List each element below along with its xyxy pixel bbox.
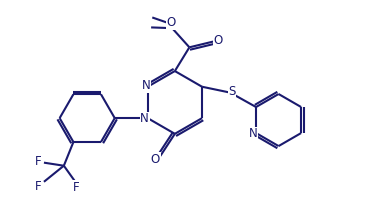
Text: F: F (73, 181, 80, 194)
Text: O: O (214, 34, 223, 47)
Text: F: F (35, 180, 42, 193)
Text: N: N (140, 112, 149, 125)
Text: N: N (142, 79, 150, 92)
Text: S: S (228, 85, 235, 98)
Text: O: O (167, 16, 176, 29)
Text: F: F (35, 155, 42, 168)
Text: N: N (249, 127, 257, 140)
Text: O: O (151, 153, 160, 166)
